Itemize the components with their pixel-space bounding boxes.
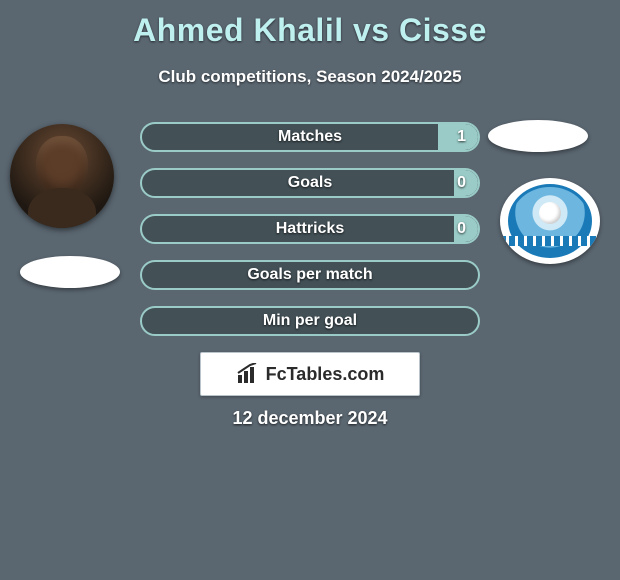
badge-rings-icon: OOO — [541, 247, 558, 258]
player-left-avatar — [10, 124, 114, 228]
stat-row: Goals0 — [140, 168, 480, 198]
stat-row: Hattricks0 — [140, 214, 480, 244]
stat-row: Matches1 — [140, 122, 480, 152]
stat-row: Min per goal — [140, 306, 480, 336]
stat-label: Matches — [142, 124, 478, 150]
comparison-chart: Matches1Goals0Hattricks0Goals per matchM… — [140, 122, 480, 352]
stat-row: Goals per match — [140, 260, 480, 290]
brand-chart-icon — [236, 363, 260, 385]
player-left-club-badge — [20, 256, 120, 288]
page-date: 12 december 2024 — [0, 408, 620, 429]
stat-value-right: 0 — [457, 170, 466, 196]
stat-label: Min per goal — [142, 308, 478, 334]
stat-value-right: 1 — [457, 124, 466, 150]
brand-box: FcTables.com — [200, 352, 420, 396]
badge-ball-icon — [539, 202, 561, 224]
stat-label: Goals — [142, 170, 478, 196]
player-right-club-badge-top — [488, 120, 588, 152]
page-title: Ahmed Khalil vs Cisse — [0, 0, 620, 49]
player-right-club-badge: OOO — [500, 178, 600, 264]
stat-label: Goals per match — [142, 262, 478, 288]
page-subtitle: Club competitions, Season 2024/2025 — [0, 67, 620, 87]
badge-wave-icon — [500, 236, 600, 246]
stat-value-right: 0 — [457, 216, 466, 242]
brand-name: FcTables.com — [266, 364, 385, 385]
stat-label: Hattricks — [142, 216, 478, 242]
